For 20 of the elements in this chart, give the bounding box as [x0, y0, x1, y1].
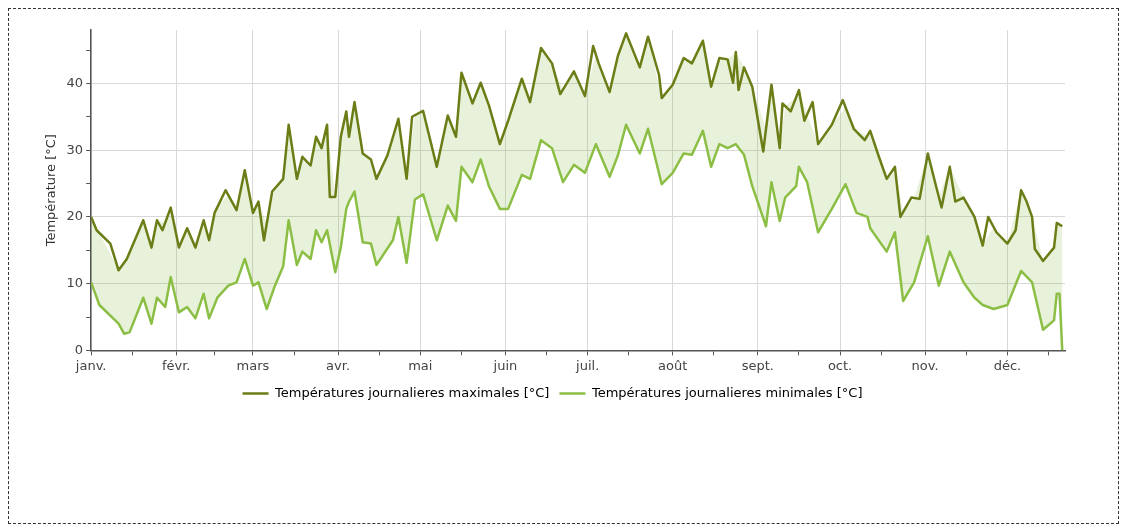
x-tick-label: déc. — [993, 357, 1022, 373]
x-tick-label: nov. — [911, 357, 939, 373]
y-tick-label: 40 — [66, 74, 84, 90]
x-tick-label: mai — [408, 357, 433, 373]
y-tick-label: 30 — [66, 141, 84, 157]
x-tick-label: avr. — [326, 357, 351, 373]
x-tick-label: févr. — [161, 357, 191, 373]
x-tick-label: mars — [236, 357, 270, 373]
legend-label: Températures journalieres maximales [°C] — [274, 384, 550, 400]
y-axis-title: Température [°C] — [43, 134, 59, 248]
x-tick-label: sept. — [741, 357, 774, 373]
x-tick-label: juin — [492, 357, 518, 373]
y-tick-label: 0 — [74, 341, 84, 357]
x-tick-label: janv. — [74, 357, 107, 373]
legend-label: Températures journalieres minimales [°C] — [590, 384, 863, 400]
x-tick-label: juil. — [575, 357, 600, 373]
x-tick-label: oct. — [827, 357, 853, 373]
y-tick-label: 20 — [66, 208, 84, 224]
x-tick-label: août — [658, 357, 688, 373]
y-tick-label: 10 — [66, 275, 84, 291]
